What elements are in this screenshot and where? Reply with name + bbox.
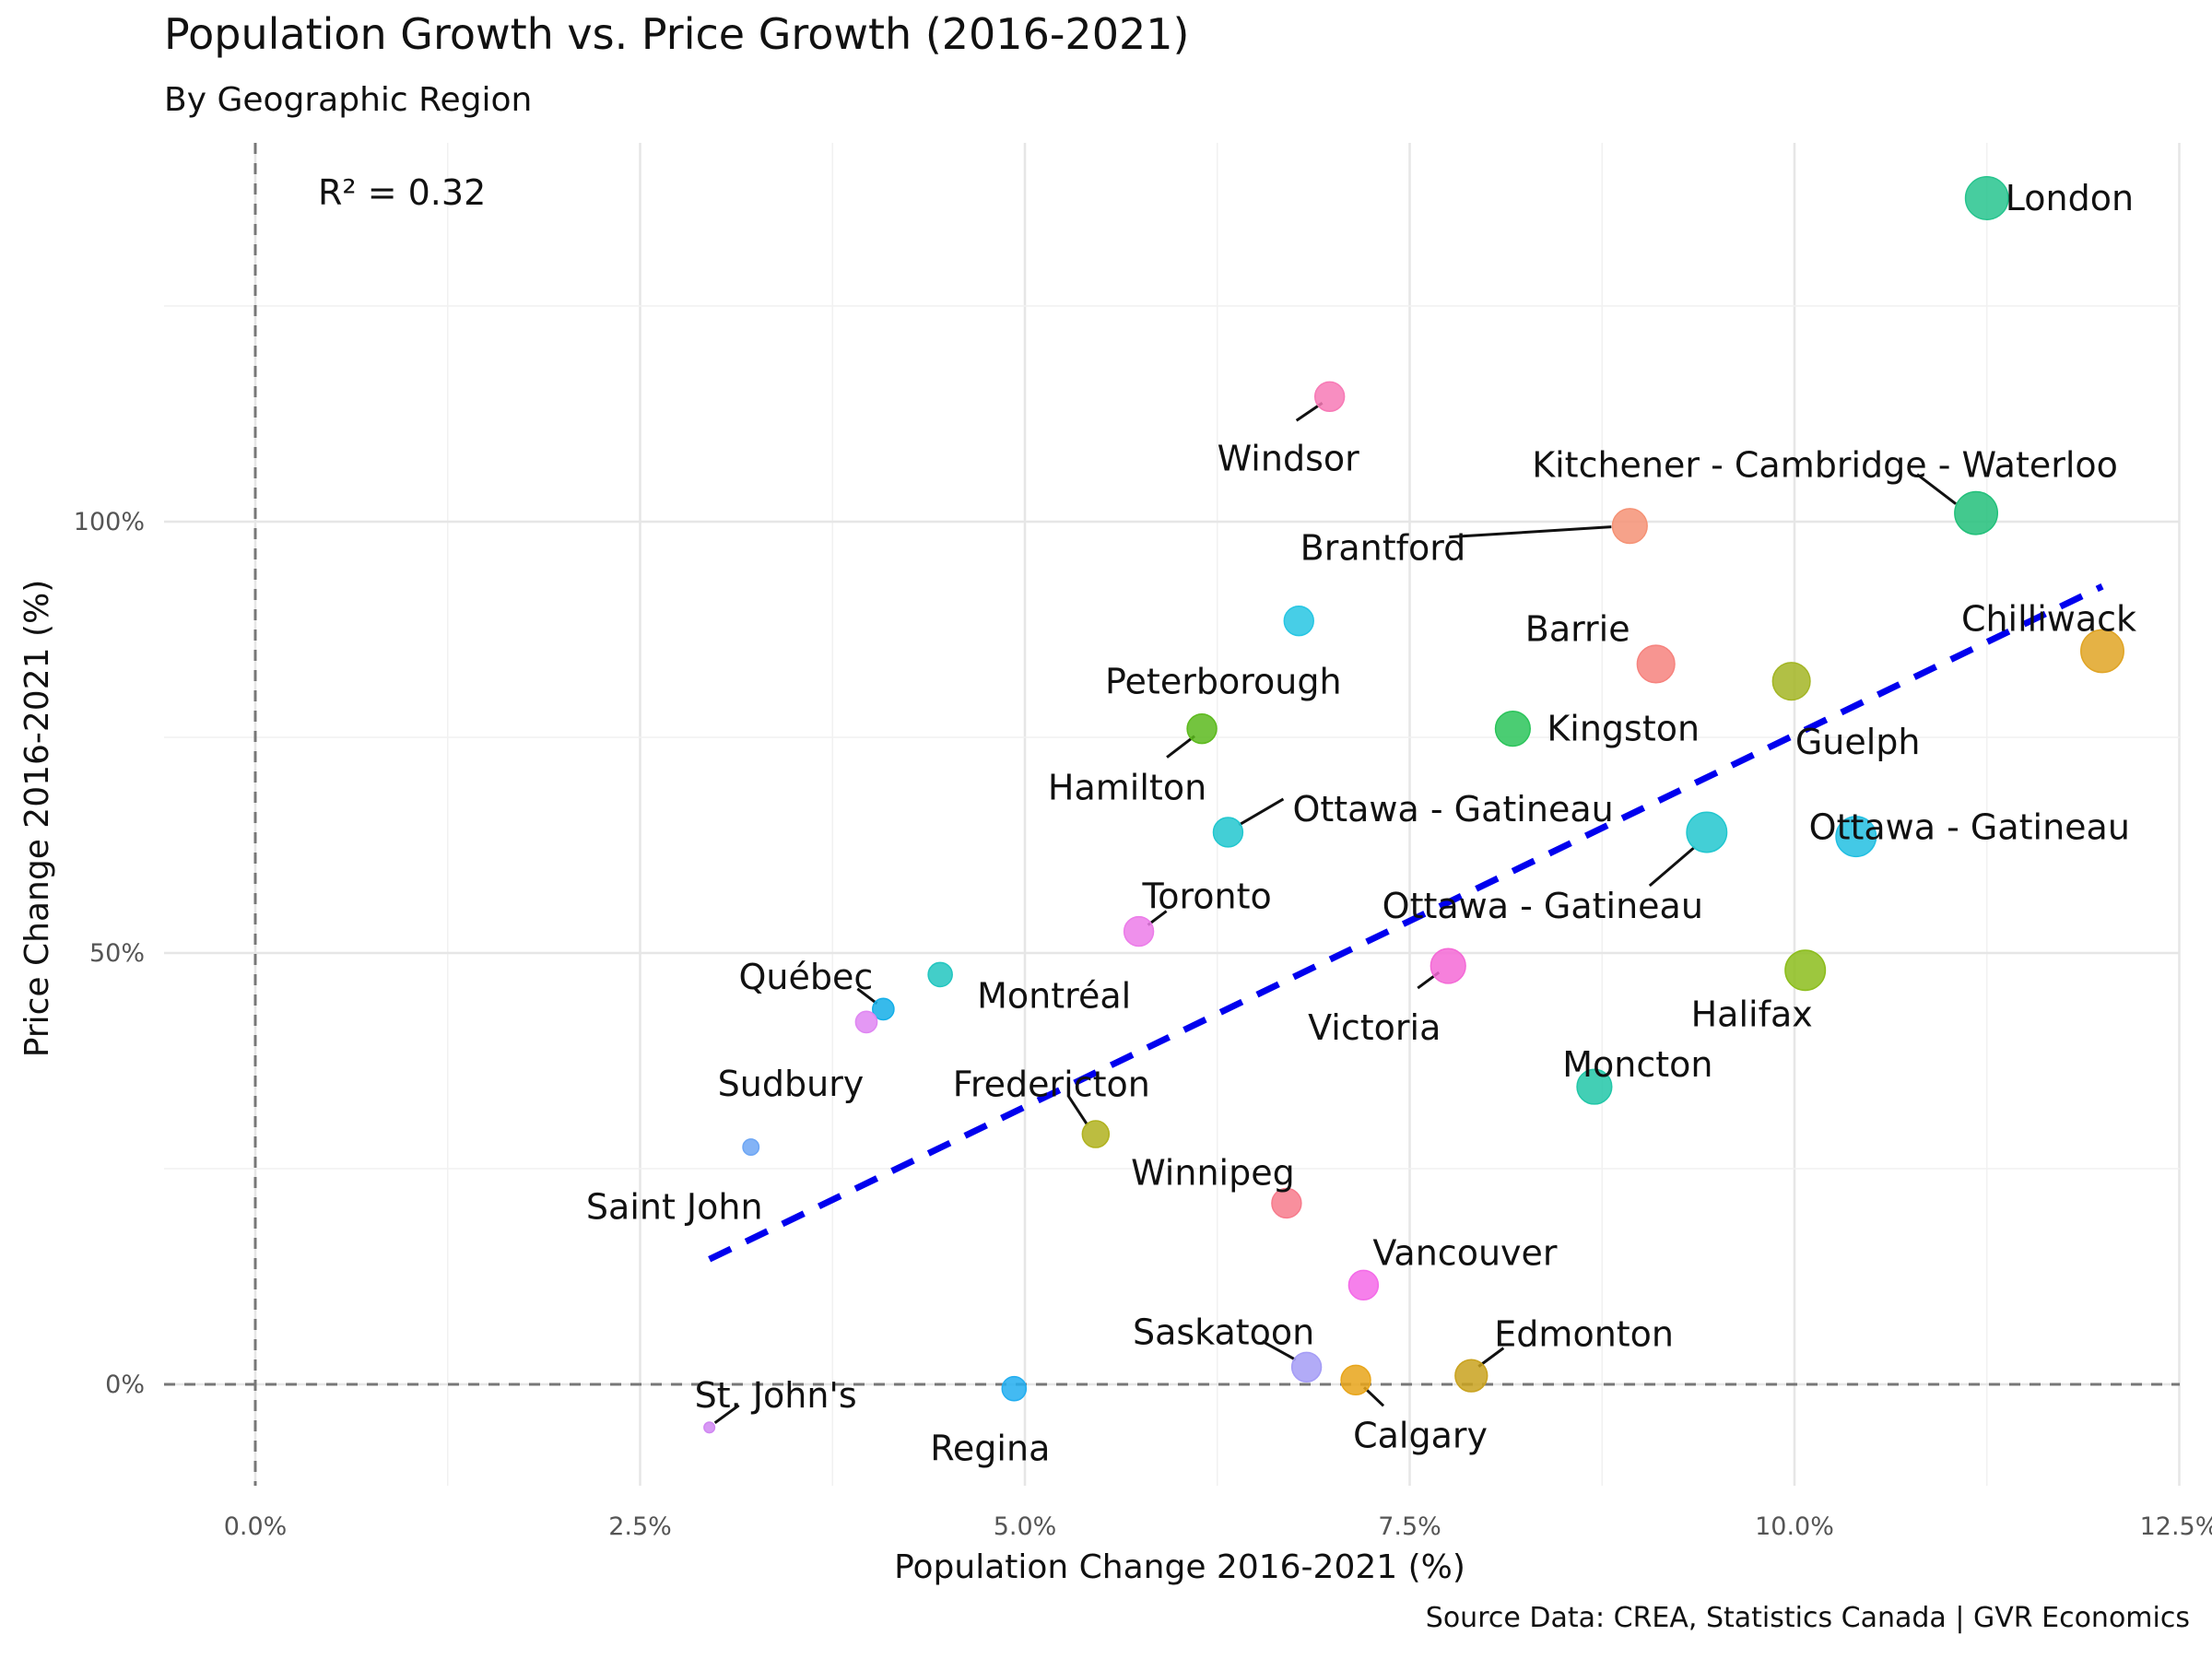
data-point [1313, 381, 1346, 412]
data-points [703, 176, 2124, 1434]
point-label: Kingston [1547, 709, 1700, 749]
data-point [1430, 947, 1466, 984]
point-label: Halifax [1691, 994, 1813, 1035]
data-point [1001, 1375, 1028, 1402]
point-label: Saskatoon [1133, 1312, 1314, 1352]
y-axis-title: Price Change 2016-2021 (%) [18, 580, 56, 1058]
data-point [872, 997, 895, 1021]
point-label: Regina [930, 1429, 1050, 1469]
point-label: Guelph [1795, 722, 1921, 762]
data-point [1835, 816, 1877, 858]
data-point [1964, 176, 2009, 220]
point-label: Vancouver [1372, 1232, 1558, 1273]
point-label: Saint John [586, 1187, 763, 1228]
data-point [1771, 662, 1811, 701]
point-label: Kitchener - Cambridge - Waterloo [1532, 445, 2118, 486]
reference-lines [164, 143, 2180, 1486]
grid [164, 143, 2181, 1486]
data-point [927, 961, 953, 988]
data-point [1494, 711, 1531, 747]
point-label: Brantford [1300, 528, 1466, 569]
x-axis-title: Population Change 2016-2021 (%) [894, 1548, 1465, 1586]
point-label: Victoria [1308, 1007, 1441, 1048]
data-point [854, 1010, 878, 1034]
y-tick-label: 50% [89, 939, 145, 968]
point-label: St. John's [695, 1375, 857, 1416]
point-label: Sudbury [718, 1064, 865, 1104]
point-label: Edmonton [1494, 1314, 1674, 1355]
point-label: Barrie [1525, 608, 1630, 649]
data-point [742, 1138, 760, 1157]
data-point [1576, 1068, 1613, 1105]
x-tick-label: 12.5% [2140, 1512, 2212, 1541]
label-leader-line [1066, 1094, 1089, 1126]
label-leader-line [1449, 525, 1612, 539]
point-label: Chilliwack [1961, 598, 2136, 639]
label-leader-line [1916, 473, 1957, 505]
data-point [1954, 490, 1999, 535]
data-point [2080, 629, 2124, 674]
x-tick-label: 0.0% [224, 1512, 288, 1541]
label-leader-line [1477, 1347, 1505, 1368]
label-leader-line [1648, 845, 1696, 888]
point-label: Ottawa - Gatineau [1292, 789, 1613, 830]
point-label: Moncton [1562, 1044, 1712, 1085]
label-leader-line [1261, 1339, 1297, 1361]
label-leader-line [1363, 1386, 1385, 1407]
data-point [1290, 1351, 1323, 1382]
label-leader-line [713, 1404, 740, 1425]
data-point [1784, 949, 1827, 992]
x-tick-label: 7.5% [1378, 1512, 1441, 1541]
data-point [1186, 712, 1218, 745]
data-point [1686, 811, 1728, 853]
x-tick-label: 10.0% [1755, 1512, 1834, 1541]
point-label: Winnipeg [1131, 1152, 1295, 1193]
x-tick-label: 2.5% [608, 1512, 672, 1541]
y-tick-label: 100% [74, 508, 145, 536]
data-point [1212, 817, 1244, 848]
y-tick-label: 0% [105, 1371, 145, 1399]
point-labels: London Windsor Kitchener - Cambridge - Wat… [586, 178, 2136, 1469]
data-point [1611, 508, 1648, 545]
data-point [1081, 1120, 1111, 1148]
chart-subtitle: By Geographic Region [164, 81, 533, 119]
data-point [1347, 1269, 1380, 1301]
point-label: Hamilton [1048, 768, 1206, 808]
point-label: Ottawa - Gatineau [1382, 886, 1703, 926]
point-label: Montréal [977, 975, 1131, 1016]
data-point [1123, 915, 1155, 947]
point-label: Ottawa - Gatineau [1809, 807, 2130, 848]
point-label: Peterborough [1105, 662, 1342, 702]
point-label: Calgary [1353, 1415, 1488, 1455]
axis-ticks: 0.0% 2.5% 5.0% 7.5% 10.0% 12.5% 0% 50% 100% [74, 508, 2212, 1541]
data-point [1271, 1187, 1302, 1219]
data-point [703, 1421, 716, 1434]
r-squared-annotation: R² = 0.32 [318, 172, 486, 213]
point-label: Fredericton [953, 1065, 1150, 1105]
point-label: Québec [738, 957, 873, 997]
source-caption: Source Data: CREA, Statistics Canada | G… [1425, 1602, 2190, 1634]
x-tick-label: 5.0% [994, 1512, 1057, 1541]
label-leaders [713, 402, 1957, 1425]
point-label: Windsor [1218, 438, 1360, 478]
label-leader-line [1166, 735, 1195, 759]
point-label: Toronto [1141, 877, 1271, 917]
label-leader-line [856, 987, 878, 1006]
data-point [1283, 605, 1314, 637]
data-point [1340, 1364, 1371, 1396]
data-point [1454, 1359, 1488, 1393]
data-point [1636, 644, 1676, 684]
label-leader-line [1238, 797, 1285, 827]
trend-line [708, 583, 2104, 1263]
point-label: London [2006, 178, 2134, 218]
chart-title: Population Growth vs. Price Growth (2016… [164, 9, 1190, 59]
